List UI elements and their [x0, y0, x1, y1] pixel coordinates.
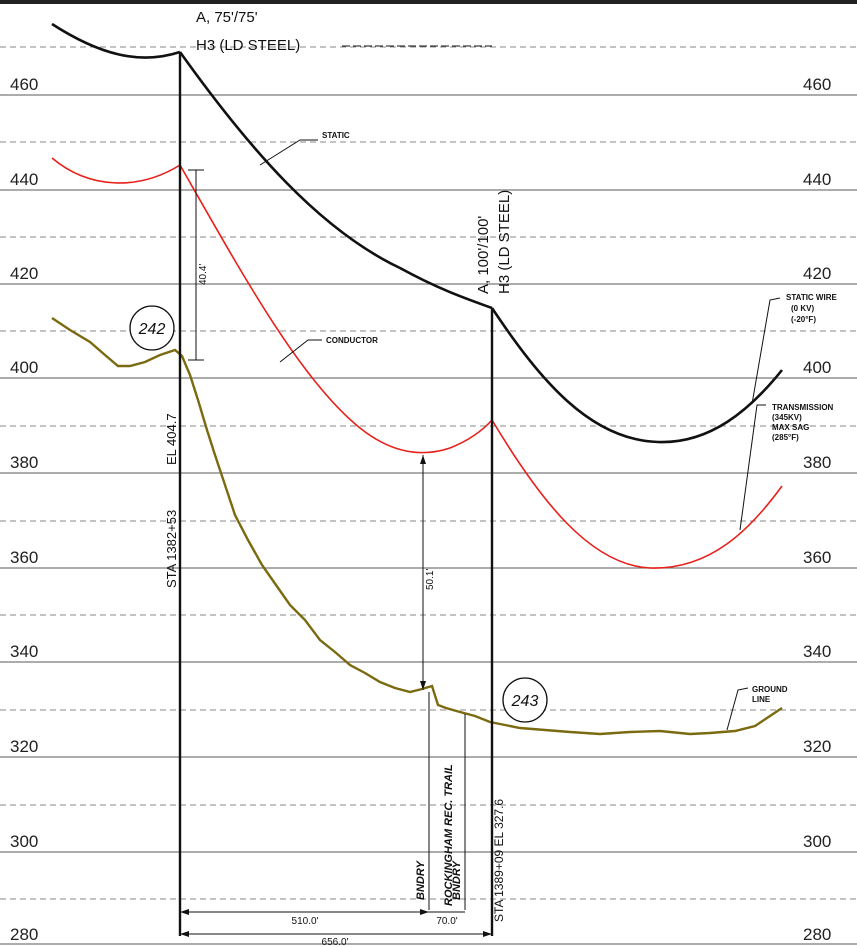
structure-242-number: 242	[138, 321, 166, 338]
top-border	[0, 0, 857, 4]
static-leader	[259, 139, 318, 166]
static-wire-curve-right	[490, 307, 784, 444]
structure-242-marker	[129, 305, 175, 351]
static-wire-curve	[51, 22, 181, 59]
clearance-tower-label: 40.4'	[198, 264, 209, 285]
span-70-label: 70.0'	[436, 916, 457, 927]
elev-right-400: 400	[803, 358, 831, 377]
structure-242-type-line1: A, 75'/75'	[196, 9, 258, 26]
conductor-label: CONDUCTOR	[326, 336, 378, 345]
span-656-label: 656.0'	[322, 937, 349, 947]
static-wire-label-3: (-20°F)	[791, 315, 816, 324]
conductor-curve-span	[179, 164, 493, 454]
ground-line	[51, 317, 783, 736]
ground-leader	[726, 687, 749, 731]
clearance-midspan-label: 50.1'	[425, 569, 436, 590]
elev-right-320: 320	[803, 737, 831, 756]
boundary-label-2: BNDRY	[451, 859, 463, 900]
structure-242-type-line2: H3 (LD STEEL)	[196, 37, 300, 54]
transmission-leader	[739, 404, 766, 531]
elev-right-360: 360	[803, 548, 831, 567]
conductor-curve-left	[51, 157, 181, 184]
ground-label-1: GROUND	[752, 685, 788, 694]
rec-trail-label: ROCKINGHAM REC. TRAIL	[443, 764, 455, 906]
elev-right-460: 460	[803, 75, 831, 94]
conductor-leader	[279, 339, 322, 363]
elevation-labels-left: 460 440 420 400 380 360 340 320 300 280	[10, 75, 38, 944]
structure-243-station-elevation: STA 1389+09 EL 327.6	[492, 799, 506, 922]
elev-left-440: 440	[10, 170, 38, 189]
elev-left-460: 460	[10, 75, 38, 94]
elev-right-280: 280	[803, 925, 831, 944]
transmission-label-3: MAX SAG	[772, 423, 809, 432]
elev-left-400: 400	[10, 358, 38, 377]
static-wire-label-2: (0 KV)	[791, 304, 814, 313]
transmission-label-4: (285°F)	[772, 433, 799, 442]
structure-243-number: 243	[511, 693, 539, 710]
elev-left-300: 300	[10, 832, 38, 851]
static-wire-curve-span	[178, 51, 493, 310]
transmission-label-2: (345KV)	[772, 413, 802, 422]
structure-243-type-line2: H3 (LD STEEL)	[496, 190, 513, 294]
elev-left-360: 360	[10, 548, 38, 567]
elev-left-340: 340	[10, 642, 38, 661]
boundary-label-1: BNDRY	[415, 859, 427, 900]
elev-left-380: 380	[10, 453, 38, 472]
structure-243-type-line1: A, 100'/100'	[475, 216, 492, 294]
elev-right-420: 420	[803, 264, 831, 283]
structure-242-station: STA 1382+53	[164, 510, 179, 588]
static-wire-label-1: STATIC WIRE	[786, 293, 837, 302]
span-510-label: 510.0'	[292, 916, 319, 927]
elev-right-300: 300	[803, 832, 831, 851]
static-wire-leader	[751, 297, 781, 405]
elev-right-380: 380	[803, 453, 831, 472]
elev-right-340: 340	[803, 642, 831, 661]
structure-242-elevation: EL 404.7	[164, 413, 179, 465]
elev-left-280: 280	[10, 925, 38, 944]
conductor-curve-right	[491, 419, 783, 569]
elev-left-420: 420	[10, 264, 38, 283]
structure-243-marker	[502, 677, 548, 723]
elevation-labels-right: 460 440 420 400 380 360 340 320 300 280	[803, 75, 831, 944]
elev-right-440: 440	[803, 170, 831, 189]
static-label: STATIC	[322, 131, 350, 140]
transmission-label-1: TRANSMISSION	[772, 403, 834, 412]
ground-label-2: LINE	[752, 695, 771, 704]
elev-left-320: 320	[10, 737, 38, 756]
